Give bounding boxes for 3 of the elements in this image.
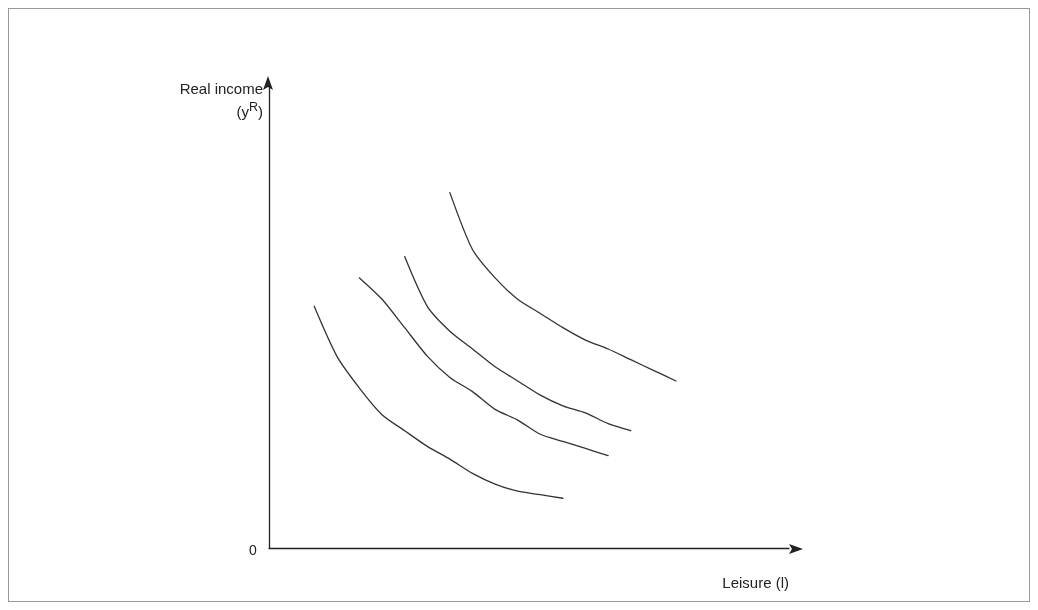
x-axis-title: Leisure (l)	[722, 574, 789, 591]
y-axis-title: Real income (y$^{R}$)	[179, 80, 263, 121]
text: 0	[249, 542, 257, 558]
